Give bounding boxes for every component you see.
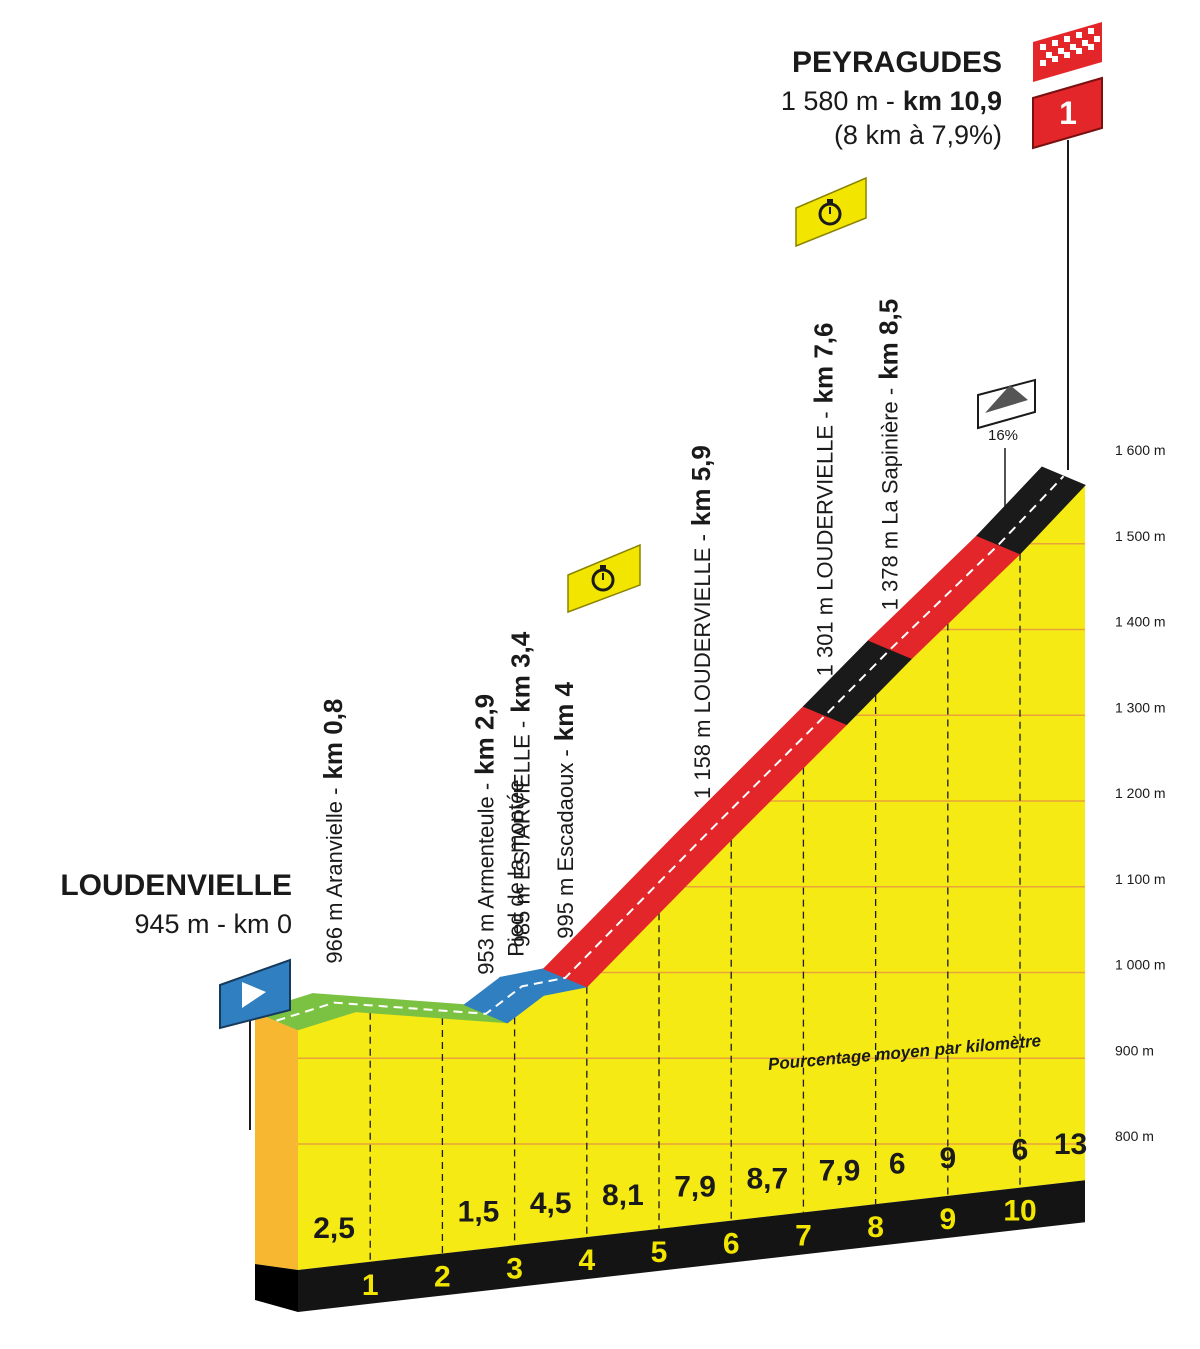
x-tick-label: 4 [578,1244,595,1277]
x-tick-label: 5 [651,1236,668,1269]
waypoint-km: km 4 [549,681,579,741]
y-tick-label: 1 500 m [1115,528,1166,544]
steepness-label: 16% [988,427,1018,444]
x-tick-label: 3 [506,1252,523,1285]
gradient-label: 4,5 [530,1187,572,1220]
waypoint-label: 953 m Armenteule - km 2,9 [469,694,499,975]
finish-alt: 1 580 m - [781,86,895,116]
gradient-label: 2,5 [313,1212,355,1245]
waypoint-label: 1 158 m LOUDERVIELLE - km 5,9 [686,445,716,799]
profile-side-face [255,1011,298,1270]
x-tick-label: 8 [867,1211,884,1244]
gradient-label: 9 [939,1142,956,1175]
waypoint-place: 1 301 m LOUDERVIELLE - [813,411,838,676]
km-band [298,1180,1085,1312]
x-tick-label: 10 [1003,1195,1036,1228]
steepness-sign: 16% [977,378,1036,520]
finish-detail: 1 580 m - km 10,9 [781,86,1002,116]
waypoint-place: 953 m Armenteule - [473,783,498,975]
gradient-label: 7,9 [674,1171,716,1204]
profile-centerline [276,475,1065,1022]
y-tick-label: 1 100 m [1115,871,1166,887]
gradient-label: 7,9 [819,1154,861,1187]
finish-km: km 10,9 [903,86,1002,116]
profile-front-face [298,485,1085,1270]
x-tick-label: 9 [939,1203,956,1236]
waypoint-place: 1 158 m LOUDERVIELLE - [690,534,715,799]
y-tick-label: 1 300 m [1115,699,1166,715]
timing-sign [795,176,867,248]
x-tick-label: 7 [795,1219,812,1252]
km-band-side [255,1264,298,1312]
finish-flags: 1 [1032,22,1103,470]
waypoint-place: 985 m ESTARVIELLE - [509,721,534,948]
gradient-label: 1,5 [458,1195,500,1228]
finish-note: (8 km à 7,9%) [834,120,1002,150]
gradient-label: 6 [1012,1134,1029,1167]
gradient-label: 13 [1054,1128,1087,1161]
waypoint-label: 966 m Aranvielle - km 0,8 [318,699,348,964]
x-tick-label: 6 [723,1228,740,1261]
waypoint-label: 1 378 m La Sapinière - km 8,5 [874,299,904,611]
waypoint-km: km 2,9 [469,694,499,775]
start-flag [219,958,291,1130]
gradient-label: 8,7 [746,1162,788,1195]
waypoint-label: 995 m Escadaoux - km 4 [549,681,579,938]
waypoint-km: km 3,4 [505,631,535,712]
waypoint-km: km 8,5 [874,299,904,380]
start-detail: 945 m - km 0 [134,909,292,939]
waypoint-label: 985 m ESTARVIELLE - km 3,4 [505,631,535,947]
y-tick-label: 1 600 m [1115,442,1166,458]
x-tick-label: 2 [434,1261,451,1294]
waypoint-note: Pied de la montée [503,779,528,956]
y-tick-label: 1 200 m [1115,785,1166,801]
x-tick-label: 1 [362,1269,379,1302]
y-tick-label: 800 m [1115,1128,1154,1144]
waypoint-place: 966 m Aranvielle - [322,788,347,964]
waypoint-km: km 5,9 [686,445,716,526]
waypoint-km: km 0,8 [318,699,348,780]
finish-flag-label: 1 [1059,95,1077,131]
y-tick-label: 900 m [1115,1042,1154,1058]
waypoint-label: 1 301 m LOUDERVIELLE - km 7,6 [809,323,839,677]
y-tick-label: 1 000 m [1115,957,1166,973]
gradient-label: 8,1 [602,1179,644,1212]
start-name: LOUDENVIELLE [60,869,292,902]
waypoint-place: 1 378 m La Sapinière - [878,388,903,611]
y-tick-label: 1 400 m [1115,614,1166,630]
waypoint-km: km 7,6 [809,323,839,404]
waypoint-place: 995 m Escadaoux - [553,749,578,939]
gradient-label: 6 [889,1148,906,1181]
finish-name: PEYRAGUDES [792,46,1002,79]
profile-ribbon [253,466,1086,1031]
timing-sign [567,543,641,614]
